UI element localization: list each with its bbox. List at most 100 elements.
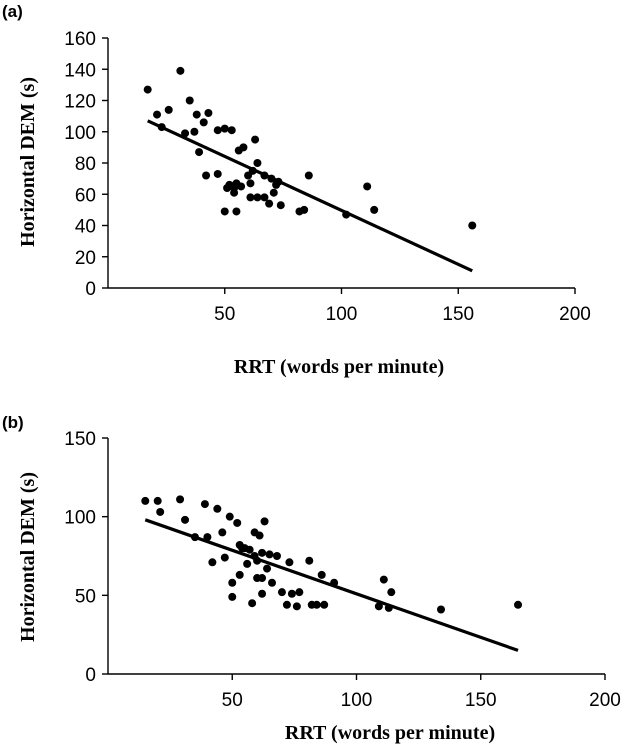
data-point — [199, 118, 208, 127]
data-point — [143, 85, 152, 94]
data-point — [204, 109, 213, 117]
data-point — [312, 600, 321, 609]
x-tick-label: 50 — [214, 304, 235, 325]
data-point — [200, 500, 209, 509]
y-tick-label: 20 — [75, 248, 96, 269]
x-tick-label: 50 — [222, 690, 243, 711]
y-tick-label: 0 — [85, 279, 96, 300]
data-point — [185, 96, 194, 105]
data-point — [195, 148, 204, 157]
data-point — [305, 556, 314, 565]
data-point — [258, 589, 267, 598]
data-point — [225, 512, 234, 521]
y-axis-title-b: Horizontal DEM (s) — [17, 472, 39, 642]
trend-line-a — [147, 119, 473, 273]
data-point — [374, 602, 383, 611]
y-tick-label: 140 — [64, 60, 96, 81]
data-point — [220, 553, 229, 562]
data-point — [258, 548, 267, 557]
x-axis-title-a: RRT (words per minute) — [234, 356, 444, 378]
x-tick-label: 200 — [559, 304, 591, 325]
data-point — [282, 600, 291, 609]
data-point — [246, 193, 255, 202]
data-point — [285, 558, 294, 567]
data-point — [268, 578, 277, 587]
data-point — [468, 221, 477, 230]
data-point — [176, 495, 185, 504]
data-point — [248, 599, 257, 608]
data-point — [269, 188, 278, 197]
data-point — [218, 528, 227, 537]
x-tick-label: 100 — [326, 304, 358, 325]
data-point — [387, 588, 396, 597]
data-point — [317, 570, 326, 579]
data-point — [233, 518, 242, 527]
data-point — [208, 558, 217, 567]
y-tick-label: 100 — [64, 508, 96, 529]
data-point — [300, 205, 309, 214]
data-point — [153, 496, 162, 505]
y-tick-label: 80 — [75, 154, 96, 175]
data-point — [220, 207, 229, 216]
data-point — [213, 504, 222, 513]
data-point — [295, 588, 304, 597]
data-point — [265, 550, 274, 559]
data-point — [237, 182, 246, 191]
data-point — [436, 605, 445, 614]
data-point — [263, 564, 272, 573]
data-point — [220, 124, 229, 133]
trend-line-b — [144, 518, 519, 652]
data-point — [156, 507, 165, 516]
data-point — [276, 201, 285, 210]
data-point — [213, 169, 222, 178]
data-point — [243, 559, 252, 568]
data-point — [192, 110, 201, 119]
data-point — [203, 533, 212, 542]
data-point — [246, 179, 255, 188]
x-tick-label: 100 — [341, 690, 373, 711]
data-point — [153, 110, 162, 119]
data-point — [251, 135, 260, 144]
data-point — [253, 159, 262, 167]
x-tick-label: 200 — [589, 690, 621, 711]
data-point — [379, 575, 388, 584]
data-point — [253, 193, 262, 202]
x-tick-label: 150 — [465, 690, 497, 711]
y-tick-label: 50 — [75, 586, 96, 607]
scatter-plot-b: 0 50 100 150 50 100 150 200 — [64, 429, 621, 711]
data-point — [176, 66, 185, 75]
data-point — [227, 126, 236, 135]
x-axis-title-b: RRT (words per minute) — [285, 722, 495, 744]
data-point — [260, 193, 269, 202]
data-point — [304, 171, 313, 180]
data-point — [228, 592, 237, 601]
data-point — [190, 127, 199, 136]
data-point — [255, 531, 264, 540]
data-point — [239, 143, 248, 152]
data-point — [164, 105, 173, 114]
data-point — [181, 515, 190, 524]
data-point — [514, 600, 523, 609]
data-point — [370, 205, 379, 214]
data-point — [228, 578, 237, 587]
data-point — [141, 496, 150, 505]
y-tick-label: 150 — [64, 429, 96, 450]
data-point — [320, 600, 329, 609]
data-point — [213, 126, 222, 135]
data-point — [265, 199, 274, 208]
y-tick-label: 160 — [64, 29, 96, 50]
data-point — [235, 570, 244, 579]
data-point — [202, 171, 211, 180]
y-tick-label: 120 — [64, 92, 96, 113]
y-tick-label: 0 — [85, 665, 96, 686]
x-tick-label: 150 — [442, 304, 474, 325]
data-point — [363, 182, 372, 191]
panel-label-a: (a) — [2, 2, 23, 21]
data-point — [181, 129, 190, 138]
data-point — [232, 207, 241, 216]
y-tick-label: 60 — [75, 185, 96, 206]
data-point — [260, 517, 269, 526]
data-point — [287, 589, 296, 598]
data-point — [272, 552, 281, 560]
